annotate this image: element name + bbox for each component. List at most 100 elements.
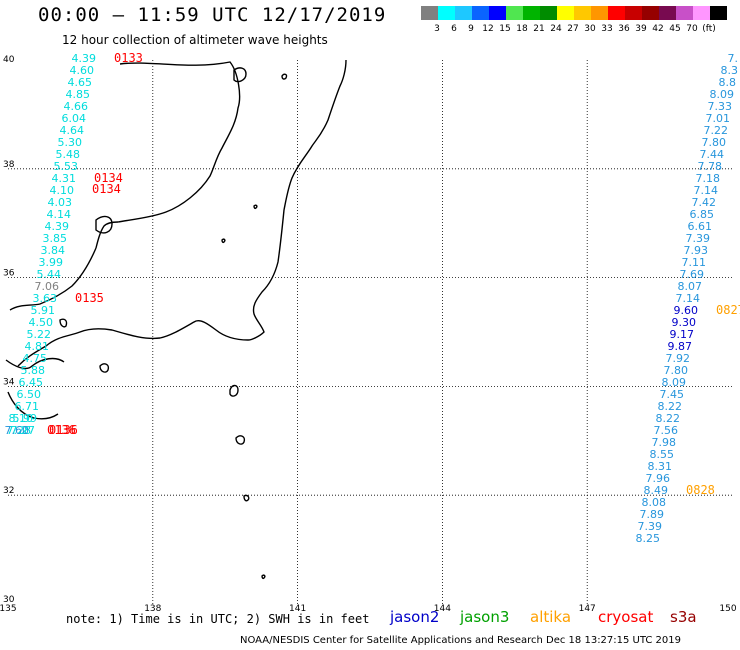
wave-height-value: 7.80: [702, 136, 727, 149]
island-small-d: [253, 204, 258, 210]
wave-height-value: 4.85: [66, 88, 91, 101]
scale-swatch: [557, 6, 574, 20]
island-miyake: [235, 435, 246, 445]
scale-swatch: [523, 6, 540, 20]
scale-swatch: [676, 6, 693, 20]
scale-swatch: [710, 6, 727, 20]
wave-height-value: 7.11: [682, 256, 707, 269]
wave-height-value: 5.88: [21, 364, 46, 377]
longitude-label: 141: [289, 604, 306, 614]
wave-height-value: 7.22: [704, 124, 729, 137]
island-hachijo: [243, 494, 250, 502]
wave-height-value: 4.39: [72, 52, 97, 65]
scale-label: 6: [451, 24, 457, 34]
pass-time-label: 0135: [75, 291, 104, 305]
satellite-legend-item: cryosat: [598, 608, 654, 626]
scale-label: 24: [550, 24, 562, 34]
wave-height-value: 7.01: [706, 112, 731, 125]
wave-height-value: 5.53: [54, 160, 79, 173]
island-small-c: [221, 238, 226, 244]
wave-height-value: 8.3: [721, 64, 739, 77]
wave-height-value: 7.69: [680, 268, 705, 281]
wave-height-value: 3.63: [33, 292, 58, 305]
scale-swatch: [455, 6, 472, 20]
wave-height-value: 4.75: [23, 352, 48, 365]
island-small-a: [281, 73, 288, 80]
wave-height-value: 7.39: [686, 232, 711, 245]
scale-label: 36: [618, 24, 630, 34]
wave-height-value: 7.14: [694, 184, 719, 197]
wave-height-value: 4.65: [68, 76, 93, 89]
lat-lon-grid: 135 138 141 144 147 150 40 38 36 34 32 30: [0, 55, 737, 614]
wave-height-value: 5.30: [58, 136, 83, 149]
wave-height-value: 4.64: [60, 124, 85, 137]
island-small-b: [261, 574, 266, 580]
wave-height-value: 8.07: [678, 280, 703, 293]
coastline-japan-sea: [9, 247, 97, 311]
longitude-label: 135: [0, 604, 17, 614]
satellite-legend-item: altika: [530, 608, 572, 626]
wave-height-value: 7.33: [708, 100, 733, 113]
wave-height-value: 8.10: [9, 412, 34, 425]
scale-label: 18: [516, 24, 528, 34]
scale-swatch: [421, 6, 438, 20]
scale-swatch: [574, 6, 591, 20]
latitude-label: 36: [3, 269, 15, 279]
latitude-label: 30: [3, 595, 15, 605]
wave-height-value: 9.60: [674, 304, 699, 317]
wave-height-value: 3.85: [43, 232, 68, 245]
wave-height-value: 7.89: [640, 508, 665, 521]
scale-swatch: [438, 6, 455, 20]
scale-label: 12: [482, 24, 494, 34]
wave-height-value: 4.66: [64, 100, 89, 113]
wave-height-value: 6.71: [15, 400, 40, 413]
scale-swatch: [625, 6, 642, 20]
pass-time-label: 0827: [716, 303, 740, 317]
scale-swatch: [659, 6, 676, 20]
pass-time-label: 0134: [94, 171, 123, 185]
scale-label: 39: [635, 24, 647, 34]
island-small-e: [99, 363, 110, 373]
scale-label: 45: [669, 24, 681, 34]
wave-height-value: 3.84: [41, 244, 66, 257]
wave-height-value: 7.27: [11, 424, 36, 437]
scale-label: 42: [652, 24, 664, 34]
pass-time-label: 0136: [49, 423, 78, 437]
wave-height-value: 4.60: [70, 64, 95, 77]
wave-height-value: 7.56: [654, 424, 679, 437]
scale-label: 30: [584, 24, 596, 34]
wave-height-value: 9.17: [670, 328, 695, 341]
credit-line: NOAA/NESDIS Center for Satellite Applica…: [240, 635, 682, 646]
scale-swatch: [472, 6, 489, 20]
wave-height-value: 7.28: [7, 424, 32, 437]
scale-swatch: [489, 6, 506, 20]
wave-height-value: 7.06: [35, 280, 60, 293]
wave-height-value: 5.44: [37, 268, 62, 281]
wave-height-value: 4.10: [50, 184, 75, 197]
wave-height-value: 8.31: [648, 460, 673, 473]
wave-height-value: 7.98: [652, 436, 677, 449]
map-title: 00:00 – 11:59 UTC 12/17/2019: [38, 4, 387, 26]
wave-height-value: 4.14: [47, 208, 72, 221]
wave-height-value: 5.22: [27, 328, 52, 341]
scale-swatch: [540, 6, 557, 20]
wave-height-value: 7.39: [638, 520, 663, 533]
scale-label: 21: [533, 24, 545, 34]
pass-time-label: 0134: [92, 182, 121, 196]
wave-height-value: 6.45: [19, 376, 44, 389]
wave-height-value: 8.22: [658, 400, 683, 413]
wave-height-value: 6.61: [688, 220, 713, 233]
island-small-f: [59, 318, 68, 328]
scale-label: 27: [567, 24, 579, 34]
scale-swatch: [591, 6, 608, 20]
wave-height-value: 4.31: [52, 172, 77, 185]
wave-height-value: 8.25: [636, 532, 661, 545]
wave-height-value: 4.50: [29, 316, 54, 329]
wave-height-value: 6.50: [17, 388, 42, 401]
scale-label: 9: [468, 24, 474, 34]
pass-time-label: 0136: [47, 423, 76, 437]
satellite-legend-item: jason3: [460, 608, 510, 626]
coastline-honshu-north: [95, 61, 241, 249]
latitude-label: 32: [3, 486, 14, 496]
scale-label: 70: [686, 24, 698, 34]
